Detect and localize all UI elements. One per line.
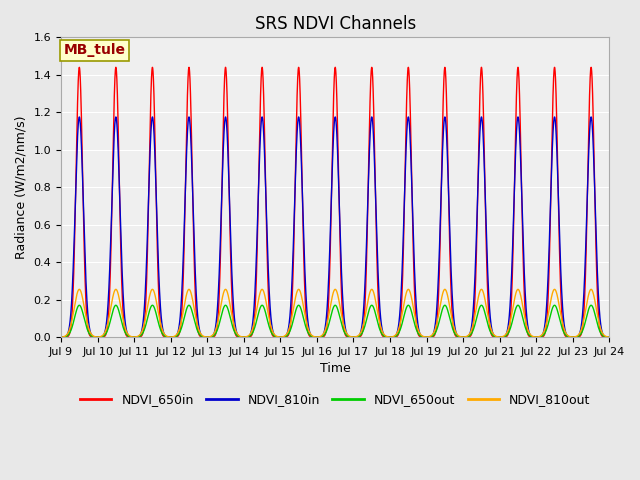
NDVI_810out — [450, 324, 458, 329]
NDVI_810out — [570, 334, 578, 340]
NDVI_650out — [409, 315, 417, 321]
NDVI_810in — [317, 334, 324, 340]
NDVI_810in — [409, 225, 417, 230]
NDVI_650out — [317, 334, 324, 340]
NDVI_650in — [389, 334, 397, 340]
NDVI_810out — [259, 287, 266, 292]
NDVI_650in — [570, 334, 578, 340]
NDVI_650out — [389, 334, 397, 340]
Text: MB_tule: MB_tule — [64, 43, 126, 57]
NDVI_650in — [57, 334, 65, 340]
Title: SRS NDVI Channels: SRS NDVI Channels — [255, 15, 416, 33]
NDVI_650out — [450, 328, 458, 334]
Line: NDVI_650out: NDVI_650out — [61, 305, 609, 337]
NDVI_810out — [409, 303, 417, 309]
Line: NDVI_650in: NDVI_650in — [61, 67, 609, 337]
NDVI_810out — [605, 334, 613, 340]
NDVI_650in — [450, 327, 458, 333]
NDVI_810out — [317, 334, 324, 339]
NDVI_650out — [57, 334, 65, 340]
NDVI_650in — [605, 334, 613, 340]
NDVI_810in — [259, 114, 266, 120]
Line: NDVI_810out: NDVI_810out — [61, 289, 609, 337]
NDVI_810out — [194, 323, 202, 329]
NDVI_650out — [194, 328, 202, 334]
NDVI_650in — [259, 64, 266, 70]
NDVI_810out — [57, 334, 65, 340]
NDVI_650out — [605, 334, 613, 340]
NDVI_810in — [450, 314, 458, 320]
NDVI_810in — [57, 334, 65, 340]
NDVI_650in — [194, 326, 202, 332]
Y-axis label: Radiance (W/m2/nm/s): Radiance (W/m2/nm/s) — [15, 116, 28, 259]
NDVI_650in — [317, 334, 324, 340]
NDVI_810in — [389, 334, 397, 340]
Legend: NDVI_650in, NDVI_810in, NDVI_650out, NDVI_810out: NDVI_650in, NDVI_810in, NDVI_650out, NDV… — [76, 388, 595, 411]
NDVI_650in — [409, 239, 417, 244]
NDVI_650out — [570, 334, 578, 340]
NDVI_810out — [389, 334, 397, 339]
NDVI_810in — [570, 334, 578, 340]
NDVI_650out — [259, 302, 266, 308]
Line: NDVI_810in: NDVI_810in — [61, 117, 609, 337]
NDVI_810in — [194, 313, 202, 319]
X-axis label: Time: Time — [320, 362, 351, 375]
NDVI_810in — [605, 334, 613, 340]
